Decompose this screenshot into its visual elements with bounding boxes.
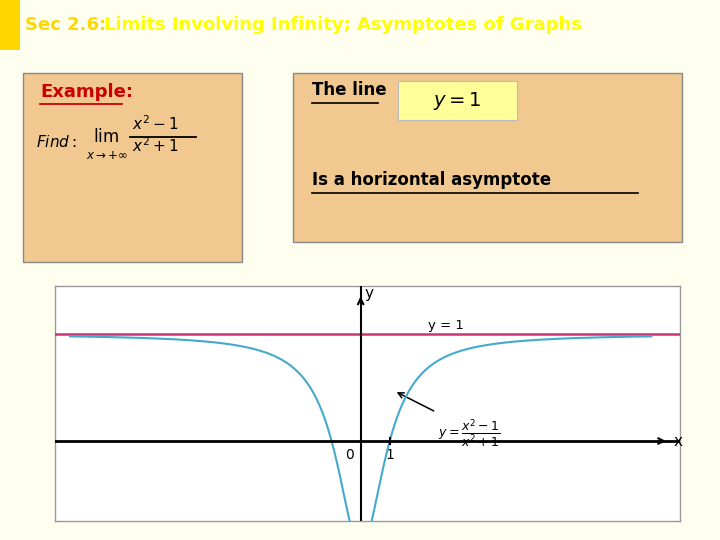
FancyBboxPatch shape (23, 73, 242, 262)
FancyBboxPatch shape (398, 81, 517, 120)
Text: $Find:$: $Find:$ (36, 134, 77, 150)
Bar (0, 0, 20, 50)
Text: 0: 0 (345, 449, 354, 462)
Text: Sec 2.6:: Sec 2.6: (25, 16, 107, 34)
Text: $x{\to}{+\infty}$: $x{\to}{+\infty}$ (86, 149, 128, 162)
Text: The line: The line (312, 81, 387, 99)
FancyBboxPatch shape (293, 73, 682, 242)
Text: x: x (673, 434, 682, 449)
Text: Limits Involving Infinity; Asymptotes of Graphs: Limits Involving Infinity; Asymptotes of… (104, 16, 582, 34)
Text: $\lim$: $\lim$ (93, 128, 119, 146)
Text: y: y (364, 286, 373, 301)
Text: $x^2-1$: $x^2-1$ (132, 114, 179, 133)
Text: $y = 1$: $y = 1$ (433, 90, 481, 112)
Text: $y=\dfrac{x^2-1}{x^2+1}$: $y=\dfrac{x^2-1}{x^2+1}$ (438, 417, 500, 449)
Text: 1: 1 (385, 449, 394, 462)
Text: y = 1: y = 1 (428, 320, 464, 333)
Text: $x^2+1$: $x^2+1$ (132, 137, 179, 155)
Text: Is a horizontal asymptote: Is a horizontal asymptote (312, 171, 551, 189)
Text: Example:: Example: (40, 83, 133, 101)
